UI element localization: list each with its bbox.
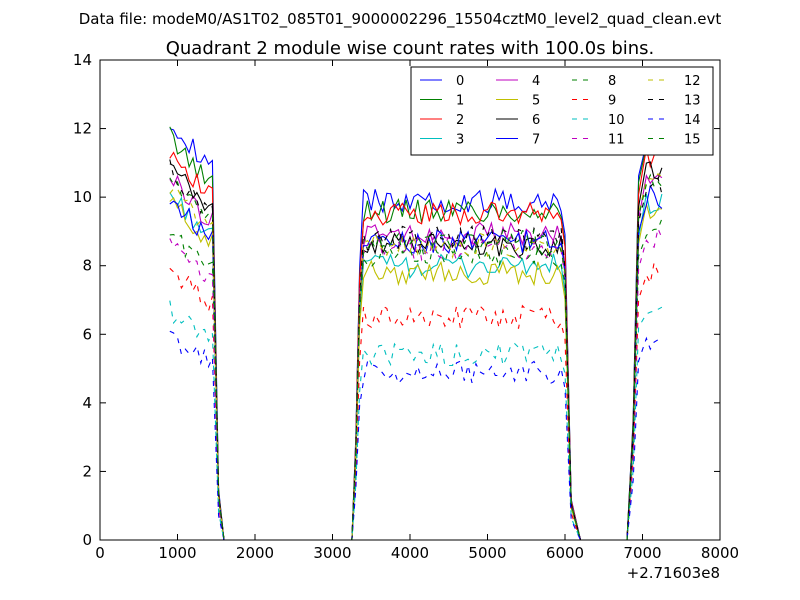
legend-label: 7 bbox=[532, 133, 540, 148]
legend-entry-3: 3 bbox=[420, 133, 464, 148]
y-tick-label: 4 bbox=[82, 394, 92, 412]
legend-label: 2 bbox=[456, 113, 464, 128]
x-tick-label: 5000 bbox=[468, 544, 506, 562]
legend-label: 4 bbox=[532, 74, 540, 89]
y-tick-label: 0 bbox=[82, 531, 92, 549]
ticks-layer: 0 1000 2000 3000 4000 5000 6000 7000 80000246810… bbox=[73, 51, 739, 562]
legend-entry-8: 8 bbox=[572, 74, 616, 89]
x-tick-label: 6000 bbox=[546, 544, 584, 562]
legend-label: 1 bbox=[456, 94, 464, 109]
legend-frame bbox=[410, 66, 714, 156]
x-tick-label: 1000 bbox=[158, 544, 196, 562]
legend-label: 14 bbox=[684, 113, 701, 128]
series-line-8 bbox=[169, 218, 663, 541]
series-line-12 bbox=[169, 172, 663, 541]
legend-label: 3 bbox=[456, 133, 464, 148]
y-tick-label: 10 bbox=[73, 188, 92, 206]
legend-label: 0 bbox=[456, 74, 464, 89]
series-line-1 bbox=[169, 126, 663, 541]
legend-label: 6 bbox=[532, 113, 540, 128]
legend-entry-1: 1 bbox=[420, 94, 464, 109]
x-offset-label: +2.71603e8 bbox=[627, 564, 720, 582]
legend-entry-12: 12 bbox=[648, 74, 701, 89]
legend-entry-11: 11 bbox=[572, 133, 625, 148]
series-line-15 bbox=[169, 173, 663, 541]
legend-entry-2: 2 bbox=[420, 113, 464, 128]
series-line-9 bbox=[169, 260, 663, 541]
legend-entry-15: 15 bbox=[648, 133, 701, 148]
legend-entry-4: 4 bbox=[496, 74, 540, 89]
legend-entry-7: 7 bbox=[496, 133, 540, 148]
series-line-0 bbox=[169, 128, 663, 541]
legend-label: 9 bbox=[608, 94, 616, 109]
legend-entry-5: 5 bbox=[496, 94, 540, 109]
series-line-10 bbox=[169, 300, 663, 541]
legend-label: 11 bbox=[608, 133, 625, 148]
legend-entry-9: 9 bbox=[572, 94, 616, 109]
y-tick-label: 14 bbox=[73, 51, 92, 69]
x-tick-label: 3000 bbox=[313, 544, 351, 562]
series-line-14 bbox=[169, 330, 663, 541]
legend-label: 15 bbox=[684, 133, 701, 148]
y-tick-label: 6 bbox=[82, 325, 92, 343]
legend-label: 10 bbox=[608, 113, 625, 128]
x-tick-label: 7000 bbox=[623, 544, 661, 562]
legend-entry-0: 0 bbox=[420, 74, 464, 89]
chart-suptitle: Data file: modeM0/AS1T02_085T01_90000022… bbox=[79, 10, 722, 29]
legend-label: 5 bbox=[532, 94, 540, 109]
x-tick-label: 0 bbox=[95, 544, 105, 562]
legend-label: 8 bbox=[608, 74, 616, 89]
series-line-6 bbox=[169, 161, 663, 541]
series-line-2 bbox=[169, 144, 663, 541]
legend-label: 13 bbox=[684, 94, 701, 109]
chart-title: Quadrant 2 module wise count rates with … bbox=[166, 38, 655, 59]
legend-entry-6: 6 bbox=[496, 113, 540, 128]
legend-entry-14: 14 bbox=[648, 113, 701, 128]
y-tick-label: 8 bbox=[82, 257, 92, 275]
x-tick-label: 2000 bbox=[236, 544, 274, 562]
series-line-11 bbox=[169, 226, 663, 541]
legend-label: 12 bbox=[684, 74, 701, 89]
x-tick-label: 4000 bbox=[391, 544, 429, 562]
y-tick-label: 12 bbox=[73, 120, 92, 138]
legend-entry-10: 10 bbox=[572, 113, 625, 128]
y-tick-label: 2 bbox=[82, 462, 92, 480]
series-layer bbox=[169, 126, 663, 541]
legend-entry-13: 13 bbox=[648, 94, 701, 109]
x-tick-label: 8000 bbox=[701, 544, 739, 562]
